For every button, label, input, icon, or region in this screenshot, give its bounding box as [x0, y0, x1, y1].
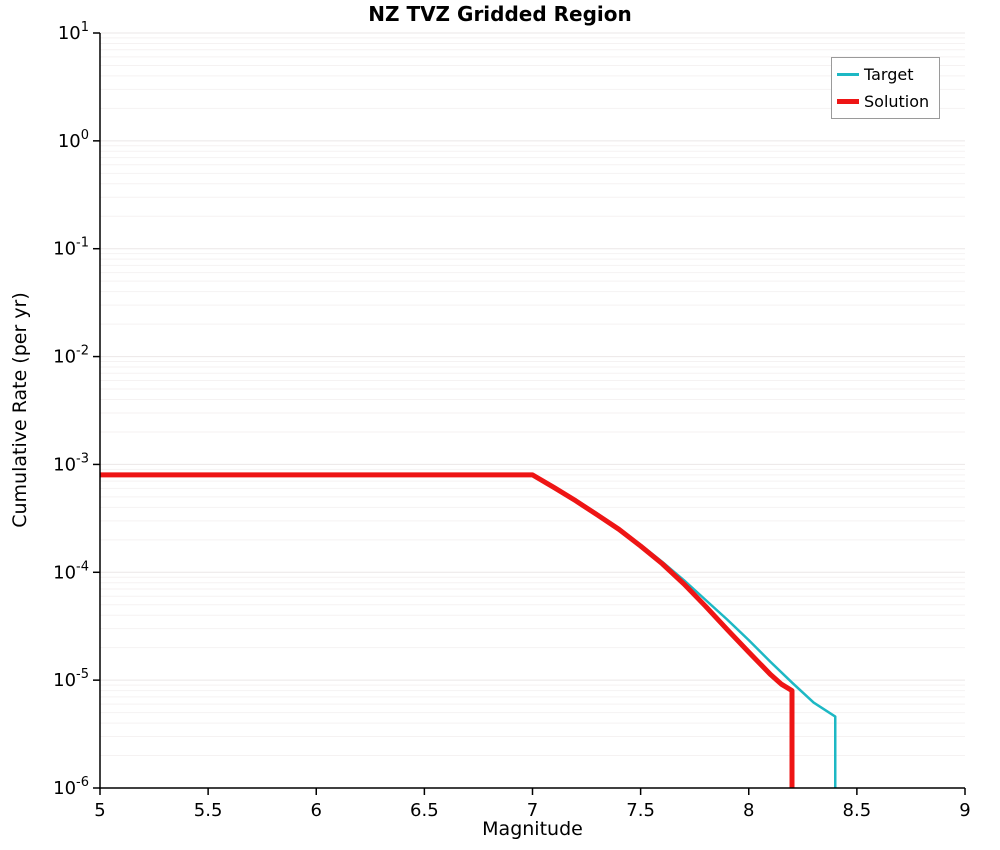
- y-tick-label: 10-4: [53, 559, 89, 583]
- y-tick-label: 100: [58, 128, 89, 152]
- legend-item-solution: Solution: [837, 88, 929, 115]
- legend-label-target: Target: [864, 65, 914, 84]
- x-tick-label: 9: [959, 800, 970, 821]
- x-tick-label: 5.5: [194, 800, 223, 821]
- legend-line-solution-icon: [837, 99, 859, 104]
- chart-title: NZ TVZ Gridded Region: [368, 2, 632, 26]
- x-tick-label: 6: [311, 800, 322, 821]
- series-line-solution: [100, 472, 795, 788]
- x-tick-label: 8: [743, 800, 754, 821]
- y-tick-label: 10-5: [53, 667, 89, 691]
- x-tick-label: 7.5: [626, 800, 655, 821]
- y-tick-label: 10-1: [53, 236, 89, 260]
- y-tick-label: 101: [58, 20, 89, 44]
- legend-line-target-icon: [837, 73, 859, 76]
- y-tick-label: 10-3: [53, 451, 89, 475]
- legend-label-solution: Solution: [864, 92, 930, 111]
- x-tick-label: 7: [527, 800, 538, 821]
- x-tick-label: 8.5: [843, 800, 872, 821]
- series-line-target: [100, 473, 837, 788]
- x-tick-label: 6.5: [410, 800, 439, 821]
- legend-item-target: Target: [837, 61, 929, 88]
- x-tick-label: 5: [94, 800, 105, 821]
- legend: Target Solution: [831, 57, 941, 119]
- y-tick-label: 10-2: [53, 344, 89, 368]
- x-axis-label: Magnitude: [482, 818, 583, 840]
- y-tick-label: 10-6: [53, 775, 89, 799]
